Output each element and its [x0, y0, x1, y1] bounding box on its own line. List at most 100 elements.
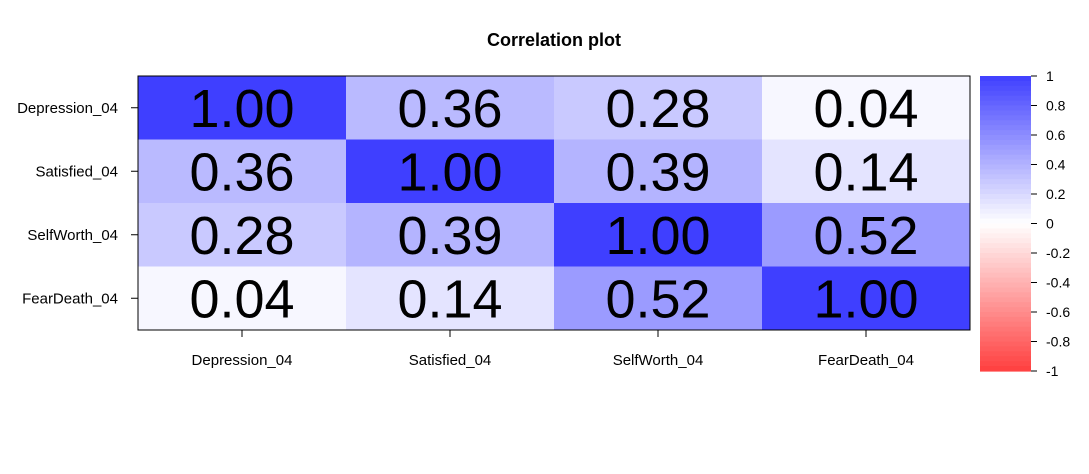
cell-value-label: 1.00 — [189, 79, 294, 139]
colorbar-swatch — [980, 208, 1031, 215]
colorbar-swatch — [980, 292, 1031, 298]
colorbar-swatch — [980, 189, 1031, 195]
colorbar-swatch — [980, 238, 1031, 244]
x-tick-label: Satisfied_04 — [409, 352, 492, 369]
colorbar-swatch — [980, 228, 1031, 234]
colorbar-swatch — [980, 80, 1031, 87]
colorbar-tick-label: 0.8 — [1046, 98, 1066, 114]
y-tick-label: Satisfied_04 — [35, 163, 118, 180]
heatmap-cell — [554, 266, 763, 331]
cell-value-label: 1.00 — [397, 142, 502, 202]
colorbar-tick-label: 1 — [1046, 68, 1054, 84]
colorbar-swatch — [980, 326, 1031, 333]
colorbar-swatch — [980, 257, 1031, 264]
colorbar-swatch — [980, 100, 1031, 107]
colorbar-swatch — [980, 174, 1031, 180]
colorbar-swatch — [980, 159, 1031, 166]
cell-value-label: 0.52 — [605, 269, 710, 329]
cell-value-label: 0.39 — [605, 142, 710, 202]
colorbar-swatch — [980, 307, 1031, 313]
cell-value-label: 0.36 — [397, 79, 502, 139]
colorbar-swatch — [980, 203, 1031, 210]
colorbar-swatch — [980, 356, 1031, 362]
cell-value-label: 1.00 — [605, 206, 710, 266]
colorbar-swatch — [980, 277, 1031, 284]
cell-value-label: 0.04 — [189, 269, 294, 329]
colorbar-swatch — [980, 287, 1031, 293]
heatmap-cell — [762, 203, 971, 267]
cell-value-label: 0.28 — [189, 206, 294, 266]
colorbar-swatch — [980, 223, 1031, 230]
colorbar-swatch — [980, 95, 1031, 102]
colorbar-swatch — [980, 321, 1031, 328]
colorbar-swatch — [980, 85, 1031, 92]
colorbar-swatch — [980, 341, 1031, 348]
cell-value-label: 0.04 — [813, 79, 918, 139]
colorbar-swatch — [980, 149, 1031, 156]
colorbar-swatch — [980, 184, 1031, 190]
colorbar-swatch — [980, 115, 1031, 121]
y-tick-label: FearDeath_04 — [22, 290, 118, 307]
colorbar-swatch — [980, 105, 1031, 112]
heatmap-cell — [346, 266, 555, 331]
colorbar-swatch — [980, 164, 1031, 171]
colorbar-swatch — [980, 331, 1031, 338]
colorbar-swatch — [980, 218, 1031, 225]
cell-value-label: 0.52 — [813, 206, 918, 266]
colorbar: 1 0.8 0.6 0.4 0.2 0 -0.2 -0.4 -0.6 -0.8 -1 — [980, 68, 1070, 379]
heatmap-cells — [138, 76, 971, 331]
colorbar-swatch — [980, 282, 1031, 289]
colorbar-swatch — [980, 179, 1031, 185]
colorbar-swatch — [980, 135, 1031, 141]
heatmap-cell — [762, 266, 971, 331]
colorbar-swatch — [980, 248, 1031, 254]
colorbar-swatch — [980, 139, 1031, 146]
colorbar-tick-label: 0.4 — [1046, 157, 1066, 173]
heatmap-cell — [554, 139, 763, 204]
colorbar-swatch — [980, 198, 1031, 205]
colorbar-swatch — [980, 243, 1031, 249]
axes: Depression_04 Satisfied_04 SelfWorth_04 Fea… — [17, 100, 914, 369]
colorbar-swatch — [980, 213, 1031, 220]
colorbar-swatch — [980, 346, 1031, 352]
colorbar-swatch — [980, 144, 1031, 151]
colorbar-swatch — [980, 316, 1031, 323]
colorbar-tick-label: -1 — [1046, 363, 1059, 379]
colorbar-swatch — [980, 169, 1031, 175]
heatmap-cell — [138, 266, 347, 331]
colorbar-tick-label: 0.6 — [1046, 127, 1066, 143]
heatmap-cell — [346, 203, 555, 267]
cell-value-label: 0.39 — [397, 206, 502, 266]
colorbar-tick-label: -0.2 — [1046, 245, 1070, 261]
colorbar-swatch — [980, 297, 1031, 303]
heatmap-cell — [346, 139, 555, 204]
heatmap-cell — [138, 203, 347, 267]
colorbar-tick-label: -0.8 — [1046, 334, 1070, 350]
colorbar-swatch — [980, 361, 1031, 367]
colorbar-swatch — [980, 253, 1031, 259]
heatmap-cell — [138, 76, 347, 140]
colorbar-swatch — [980, 302, 1031, 308]
heatmap-cell — [554, 203, 763, 267]
cell-value-label: 0.14 — [813, 142, 918, 202]
cell-value-label: 0.14 — [397, 269, 502, 329]
colorbar-swatch — [980, 366, 1031, 372]
colorbar-swatch — [980, 120, 1031, 126]
heatmap-cell — [554, 76, 763, 140]
colorbar-swatch — [980, 76, 1031, 82]
colorbar-swatch — [980, 336, 1031, 343]
colorbar-tick-label: 0.2 — [1046, 186, 1066, 202]
colorbar-swatch — [980, 154, 1031, 161]
heatmap-cell — [138, 139, 347, 204]
x-tick-label: Depression_04 — [192, 352, 293, 369]
colorbar-tick-label: -0.6 — [1046, 304, 1070, 320]
colorbar-swatch — [980, 272, 1031, 279]
heatmap-cell — [762, 76, 971, 140]
heatmap-value-labels: 1.00 0.36 0.28 0.040.36 1.00 0.39 0.140.28 0.39… — [189, 79, 918, 330]
colorbar-swatch — [980, 312, 1031, 318]
cell-value-label: 0.36 — [189, 142, 294, 202]
heatmap-cell — [346, 76, 555, 140]
colorbar-swatch — [980, 194, 1031, 200]
